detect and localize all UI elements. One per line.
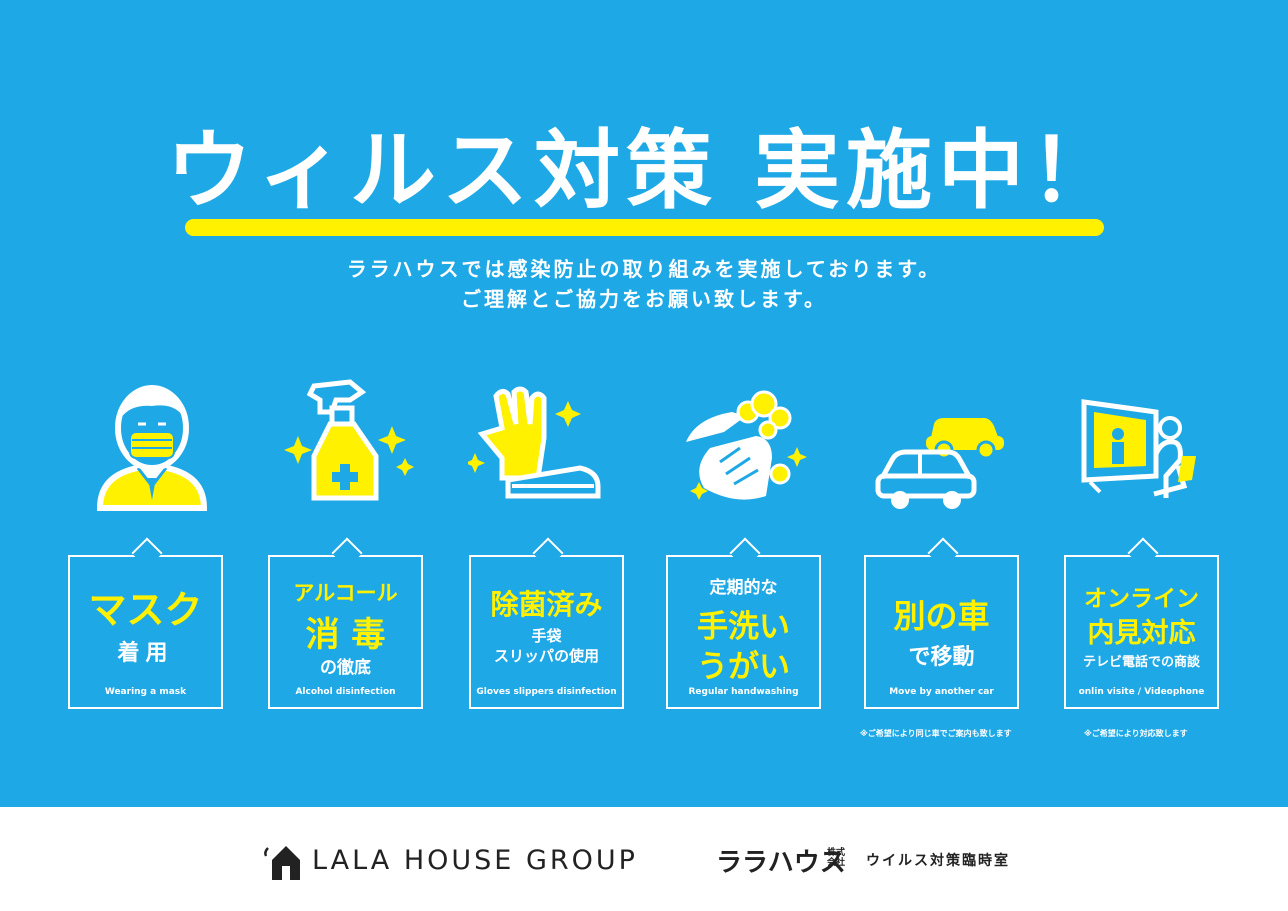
card-english-label: Alcohol disinfection [295, 687, 396, 697]
card-english-label: Move by another car [889, 687, 994, 697]
card-gloves: 除菌済み 手袋 スリッパの使用 Gloves slippers disinfec… [469, 537, 624, 709]
card-subheading: 着用 [117, 641, 174, 666]
card-pointer [532, 537, 564, 569]
cars-icon [875, 418, 1004, 509]
card-subheading: テレビ電話での商談 [1082, 655, 1200, 670]
video-call-icon [1081, 399, 1196, 498]
spray-bottle-icon [284, 379, 414, 501]
card-heading: 別の車 [893, 597, 990, 635]
department-name: ウイルス対策臨時室 [866, 853, 1010, 869]
page-title: ウィルス対策 実施中！ [166, 121, 1122, 221]
card-heading: 手洗い [697, 609, 790, 645]
company-name: ララハウス [716, 848, 846, 878]
card-alcohol: アルコール 消 毒 の徹底 Alcohol disinfection [268, 537, 423, 709]
card-subheading: の徹底 [320, 658, 371, 678]
house-logo-icon [264, 846, 300, 880]
card-pointer [131, 537, 163, 569]
card-heading: オンライン [1084, 586, 1199, 612]
brand-name: LALA HOUSE GROUP [312, 845, 638, 876]
poster-background: ウィルス対策 実施中！ ララハウスでは感染防止の取り組みを実施しております。 ご… [0, 0, 1288, 807]
card-pointer [1127, 537, 1159, 569]
card-pointer [927, 537, 959, 569]
card-heading-2: 内見対応 [1087, 618, 1196, 649]
card-english-label: Regular handwashing [688, 687, 799, 697]
card-subheading: 定期的な [709, 578, 778, 598]
card-pointer [331, 537, 363, 569]
card-handwashing: 定期的な 手洗い うがい Regular handwashing [666, 537, 821, 709]
card-heading-main: 消 毒 [305, 615, 386, 655]
card-subheading: で移動 [908, 645, 975, 670]
card-subheading: 手袋 [531, 627, 562, 645]
card-english-label: Gloves slippers disinfection [476, 687, 617, 697]
card-pointer [729, 537, 761, 569]
card-english-label: Wearing a mask [104, 687, 187, 697]
card-note-car: ※ご希望により同じ車でご案内も致します [860, 729, 1012, 738]
card-english-label: onlin visite / Videophone [1078, 687, 1205, 697]
gloves-slippers-icon [468, 386, 601, 499]
card-heading-2: うがい [697, 649, 790, 685]
company-type: 株式会社 [827, 848, 846, 868]
card-separate-car: 別の車 で移動 Move by another car [864, 537, 1019, 709]
footer [0, 807, 1288, 911]
card-note-online: ※ご希望により対応致します [1084, 729, 1188, 738]
masked-person-icon [96, 385, 208, 511]
lead-text-line-2: ご理解とご協力をお願い致します。 [461, 287, 827, 311]
card-mask: マスク 着用 Wearing a mask [68, 537, 223, 709]
card-subheading-2: スリッパの使用 [493, 647, 599, 665]
card-heading: マスク [88, 588, 203, 632]
card-online: オンライン 内見対応 テレビ電話での商談 onlin visite / Vide… [1064, 537, 1219, 709]
lead-text-line-1: ララハウスでは感染防止の取り組みを実施しております。 [346, 257, 942, 281]
title-underline [185, 219, 1104, 236]
card-heading: アルコール [293, 581, 398, 605]
card-heading: 除菌済み [490, 588, 603, 621]
handwashing-icon [686, 390, 807, 500]
